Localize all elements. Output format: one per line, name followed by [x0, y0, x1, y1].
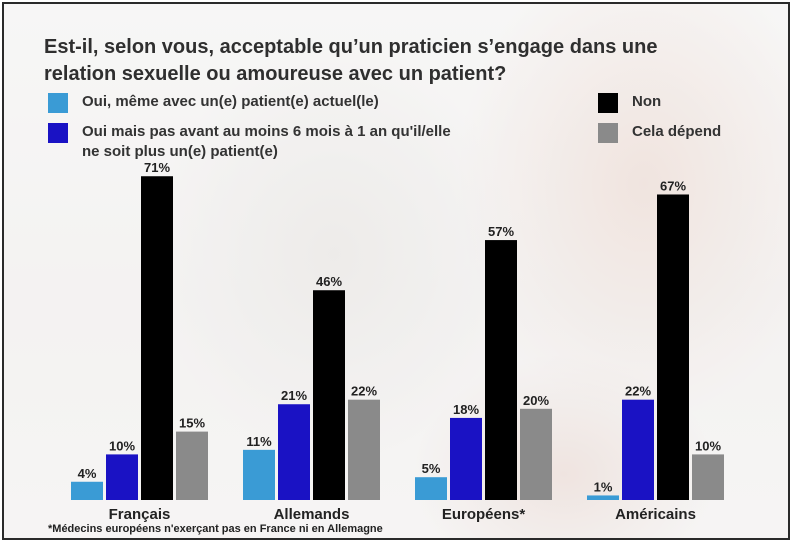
data-label-francais-series-3: 71% [144, 160, 170, 175]
legend-label-oui-apres: Oui mais pas avant au moins 6 mois à 1 a… [82, 122, 451, 162]
legend-swatch-non [598, 93, 618, 113]
legend-item-non: Non [598, 92, 661, 113]
bar-europeens-series-4 [520, 408, 552, 500]
legend-item-oui-apres: Oui mais pas avant au moins 6 mois à 1 a… [48, 122, 451, 162]
bar-francais-series-3 [141, 176, 173, 501]
data-label-americains-series-3: 67% [660, 178, 686, 193]
legend-swatch-oui-apres [48, 123, 68, 143]
footnote: *Médecins européens n'exerçant pas en Fr… [48, 523, 383, 535]
legend-item-oui-actuel: Oui, même avec un(e) patient(e) actuel(l… [48, 92, 379, 113]
chart-title-line-2: relation sexuelle ou amoureuse avec un p… [44, 63, 507, 85]
bar-francais-series-1 [71, 481, 103, 500]
category-label-francais: Français [109, 506, 171, 523]
legend-swatch-cela-depend [598, 123, 618, 143]
legend-label-oui-actuel: Oui, même avec un(e) patient(e) actuel(l… [82, 93, 379, 110]
category-label-allemands: Allemands [274, 506, 350, 523]
legend-label-cela-depend: Cela dépend [632, 123, 722, 140]
category-label-europeens: Européens* [442, 506, 526, 523]
data-label-francais-series-1: 4% [78, 466, 97, 481]
data-label-americains-series-2: 22% [625, 384, 651, 399]
bar-europeens-series-1 [415, 477, 447, 500]
chart-title: Est-il, selon vous, acceptable qu’un pra… [44, 34, 744, 88]
category-label-americains: Américains [615, 506, 696, 523]
bar-allemands-series-1 [243, 449, 275, 500]
data-label-europeens-series-3: 57% [488, 224, 514, 239]
data-label-americains-series-4: 10% [695, 438, 721, 453]
bar-americains-series-1 [587, 495, 619, 500]
bar-americains-series-4 [692, 454, 724, 500]
legend-label-oui-apres-line-1: Oui mais pas avant au moins 6 mois à 1 a… [82, 123, 451, 140]
data-label-europeens-series-4: 20% [523, 393, 549, 408]
bar-allemands-series-2 [278, 404, 310, 500]
bar-francais-series-2 [106, 454, 138, 500]
bar-americains-series-3 [657, 194, 689, 501]
bar-americains-series-2 [622, 399, 654, 500]
data-label-americains-series-1: 1% [594, 479, 613, 494]
data-label-allemands-series-2: 21% [281, 388, 307, 403]
legend-swatch-oui-actuel [48, 93, 68, 113]
bar-europeens-series-3 [485, 240, 517, 500]
data-label-allemands-series-4: 22% [351, 384, 377, 399]
legend-label-non: Non [632, 93, 662, 110]
bar-francais-series-4 [176, 431, 208, 500]
legend-item-cela-depend: Cela dépend [598, 122, 721, 143]
chart-title-line-1: Est-il, selon vous, acceptable qu’un pra… [44, 36, 658, 58]
data-label-allemands-series-3: 46% [316, 274, 342, 289]
bar-europeens-series-2 [450, 417, 482, 500]
data-label-allemands-series-1: 11% [246, 434, 272, 449]
data-label-francais-series-4: 15% [179, 416, 205, 431]
bar-allemands-series-4 [348, 399, 380, 500]
data-label-europeens-series-2: 18% [453, 402, 479, 417]
data-label-francais-series-2: 10% [109, 438, 135, 453]
bar-allemands-series-3 [313, 290, 345, 500]
data-label-europeens-series-1: 5% [422, 461, 441, 476]
bar-chart: 4% 10% 71% 15% Français 11% 21% 46% 22% Allemands… [71, 160, 724, 523]
legend-label-oui-apres-line-2: ne soit plus un(e) patient(e) [82, 143, 278, 160]
